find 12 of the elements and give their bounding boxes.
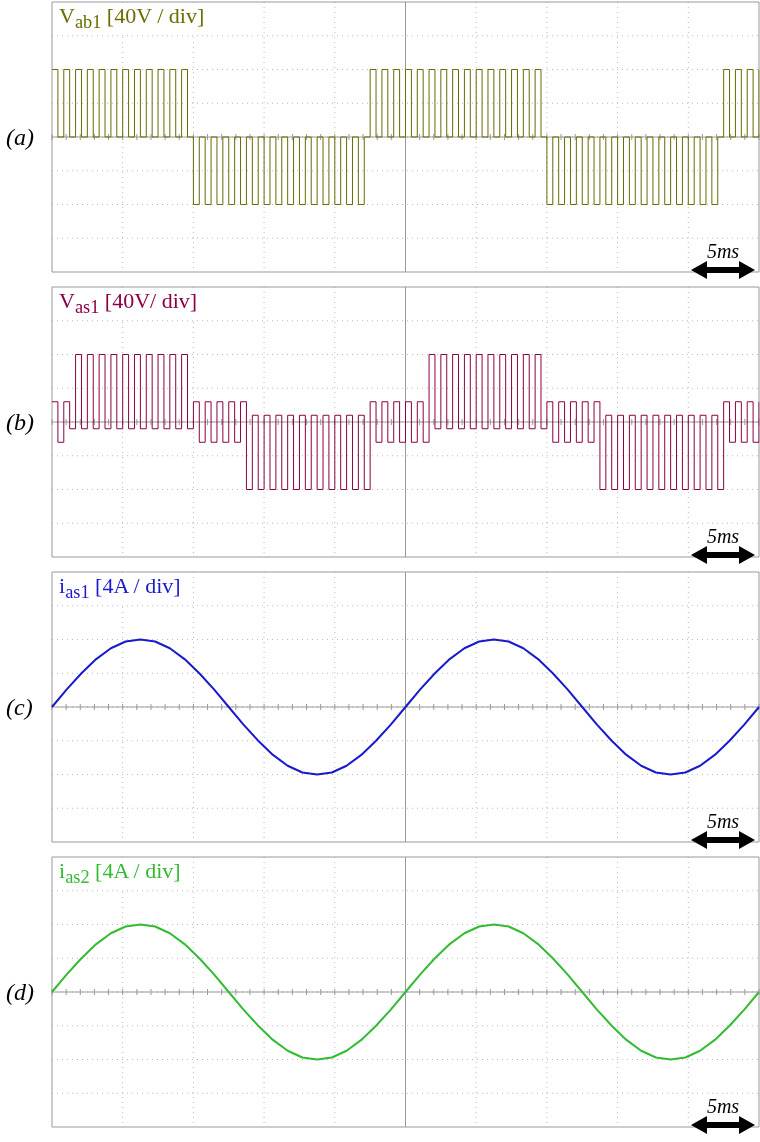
text: 5ms — [706, 810, 740, 832]
chart-title: V$_{as1}$ [40V/ div] — [56, 288, 201, 321]
text: (b) — [6, 409, 34, 436]
text: 5ms — [706, 525, 740, 547]
chart-title: i$_{as1}$ [4A / div] — [56, 573, 184, 606]
text: (d) — [6, 979, 34, 1006]
text: (c) — [6, 694, 33, 721]
text: 5ms — [706, 1095, 740, 1117]
text: 5ms — [706, 240, 740, 262]
chart-title: i$_{as2}$ [4A / div] — [56, 858, 184, 891]
text: (a) — [6, 124, 34, 151]
chart-title: V$_{ab1}$ [40V / div] — [56, 3, 208, 36]
